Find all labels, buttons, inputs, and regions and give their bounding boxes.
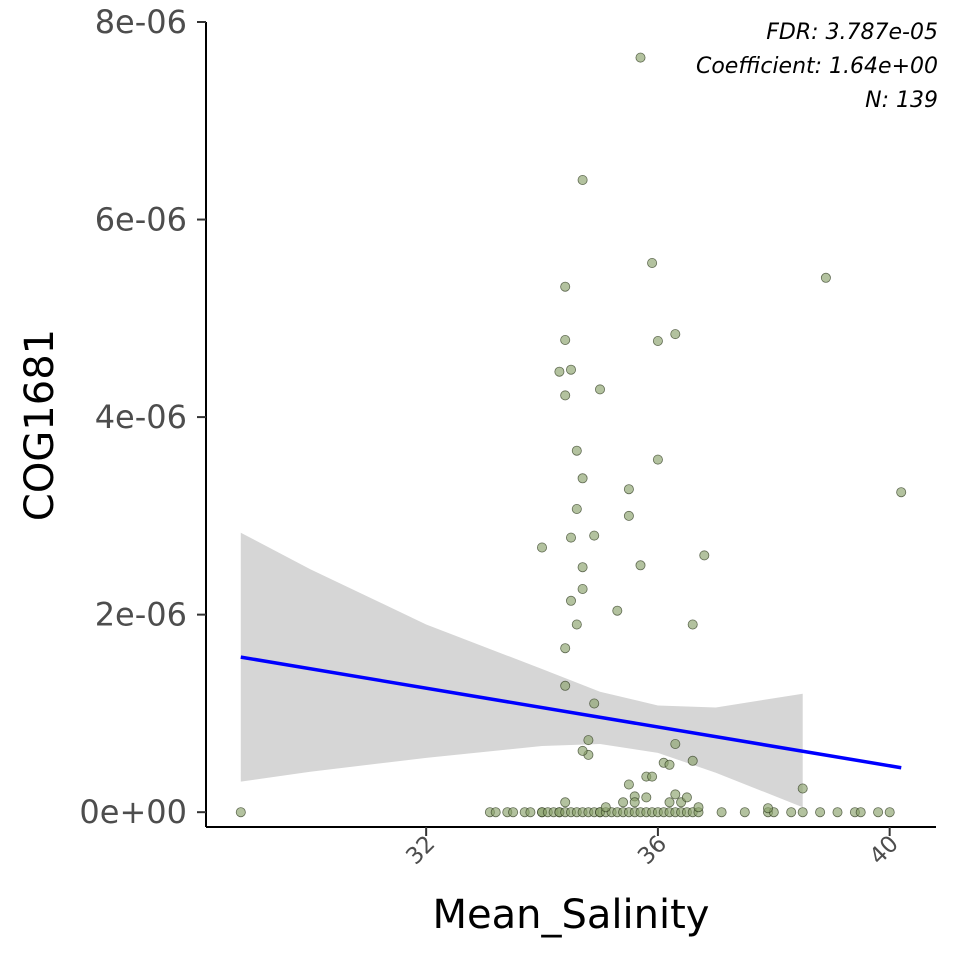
data-point-100 — [670, 329, 681, 340]
data-point-90 — [577, 473, 588, 484]
data-point-78 — [687, 619, 698, 630]
data-point-95 — [595, 384, 606, 395]
data-point-67 — [687, 755, 698, 766]
x-tick-label-0: 32 — [401, 831, 440, 870]
data-point-43 — [797, 807, 808, 818]
data-point-77 — [612, 605, 623, 616]
data-point-94 — [560, 390, 571, 401]
data-point-54 — [629, 797, 640, 808]
data-point-71 — [670, 739, 681, 750]
y-tick-label-1: 2e-06 — [95, 596, 187, 634]
data-point-103 — [820, 272, 831, 283]
data-point-83 — [699, 550, 710, 561]
data-point-74 — [560, 680, 571, 691]
data-point-38 — [716, 807, 727, 818]
data-point-64 — [647, 771, 658, 782]
data-point-91 — [652, 454, 663, 465]
data-point-59 — [681, 792, 692, 803]
data-point-45 — [832, 807, 843, 818]
data-point-92 — [571, 445, 582, 456]
y-tick-label-3: 6e-06 — [95, 201, 187, 239]
data-point-93 — [896, 487, 907, 498]
data-point-6 — [525, 807, 536, 818]
data-point-99 — [652, 335, 663, 346]
data-point-105 — [635, 52, 646, 63]
data-point-82 — [635, 560, 646, 571]
y-axis-title: COG1681 — [17, 329, 63, 521]
data-point-72 — [797, 783, 808, 794]
confidence-band — [240, 532, 803, 808]
data-point-79 — [566, 595, 577, 606]
x-tick-label-2: 40 — [865, 831, 904, 870]
confidence-band-layer — [240, 532, 803, 808]
data-point-39 — [739, 807, 750, 818]
data-point-56 — [664, 797, 675, 808]
data-point-52 — [618, 797, 629, 808]
data-point-51 — [600, 802, 611, 813]
data-point-87 — [623, 510, 634, 521]
data-point-86 — [589, 530, 600, 541]
x-tick-label-1: 36 — [633, 831, 672, 870]
fdr-annotation: FDR: 3.787e-05 — [766, 20, 938, 45]
data-point-104 — [577, 174, 588, 185]
data-point-70 — [583, 735, 594, 746]
data-point-80 — [577, 584, 588, 595]
data-point-62 — [623, 779, 634, 790]
data-point-88 — [571, 503, 582, 514]
data-point-44 — [815, 807, 826, 818]
data-point-42 — [786, 807, 797, 818]
data-point-76 — [571, 619, 582, 630]
data-point-101 — [560, 281, 571, 292]
axes — [197, 21, 936, 836]
data-point-89 — [623, 484, 634, 495]
data-point-48 — [873, 807, 884, 818]
data-point-81 — [577, 562, 588, 573]
n-annotation: N: 139 — [865, 88, 938, 113]
data-point-60 — [693, 802, 704, 813]
data-point-98 — [560, 334, 571, 345]
data-point-96 — [554, 366, 565, 377]
data-point-0 — [235, 807, 246, 818]
data-point-84 — [537, 542, 548, 553]
y-tick-label-4: 8e-06 — [95, 3, 187, 41]
data-point-69 — [577, 745, 588, 756]
x-axis-title: Mean_Salinity — [433, 892, 710, 938]
data-point-50 — [560, 797, 571, 808]
data-point-66 — [664, 759, 675, 770]
data-point-2 — [490, 807, 501, 818]
data-point-75 — [560, 643, 571, 654]
data-point-4 — [508, 807, 519, 818]
data-point-85 — [566, 532, 577, 543]
y-tick-label-2: 4e-06 — [95, 398, 187, 436]
y-tick-label-0: 0e+00 — [79, 793, 187, 831]
data-point-49 — [884, 807, 895, 818]
data-point-61 — [763, 803, 774, 814]
data-point-97 — [566, 364, 577, 375]
data-point-57 — [670, 789, 681, 800]
fit-line-layer — [240, 655, 902, 770]
points-layer — [235, 52, 907, 818]
data-point-55 — [641, 792, 652, 803]
data-point-73 — [589, 698, 600, 709]
data-point-47 — [855, 807, 866, 818]
regression-line — [240, 655, 902, 770]
coefficient-annotation: Coefficient: 1.64e+00 — [696, 54, 938, 79]
data-point-102 — [647, 257, 658, 268]
